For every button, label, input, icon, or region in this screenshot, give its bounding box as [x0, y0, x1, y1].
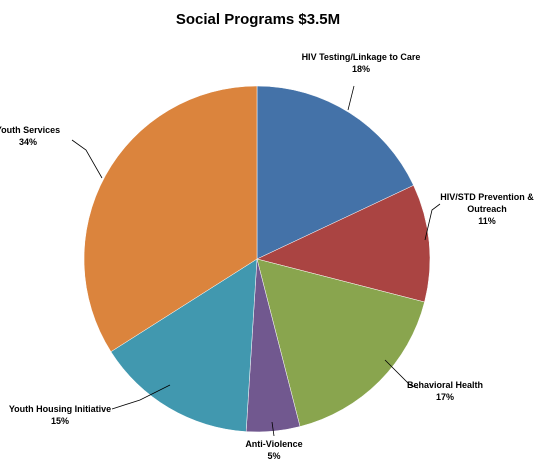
slice-label-hiv-testing-linkage-to-care: HIV Testing/Linkage to Care 18% [302, 52, 421, 74]
pie-slice-hiv-std-prevention-outreach [256, 185, 431, 303]
slice-percent: 34% [19, 137, 37, 147]
slice-label-behavioral-health: Behavioral Health 17% [407, 380, 483, 402]
leader-line-anti-violence [271, 421, 275, 437]
leader-line-youth-housing-initiative [111, 384, 171, 410]
slice-percent: 17% [436, 392, 454, 402]
slice-label-anti-violence: Anti-Violence 5% [245, 439, 302, 461]
slice-label-youth-housing-initiative: Youth Housing Initiative 15% [9, 404, 111, 426]
slice-labels: HIV Testing/Linkage to Care 18% HIV/STD Pr… [0, 52, 534, 461]
chart-title: Social Programs $3.5M [176, 11, 340, 28]
slice-label-youth-services: Youth Services 34% [0, 125, 60, 147]
slice-label-hiv-std-prevention-outreach: HIV/STD Prevention & Outreach 11% [440, 192, 534, 226]
pie-slice-behavioral-health [256, 258, 425, 427]
pie-slice-youth-services [83, 85, 258, 353]
slice-percent: 18% [352, 64, 370, 74]
leader-line-behavioral-health [384, 359, 419, 389]
leader-line-hiv-std-prevention-outreach [424, 203, 441, 241]
pie-slice-youth-housing-initiative [110, 258, 258, 432]
pie-slices [83, 85, 431, 433]
slice-percent: 15% [51, 416, 69, 426]
slice-percent: 5% [267, 451, 280, 461]
leader-lines [71, 85, 441, 437]
pie-slice-hiv-testing-linkage-to-care [256, 85, 414, 260]
leader-line-hiv-testing-linkage-to-care [347, 85, 355, 111]
leader-line-youth-services [71, 139, 103, 179]
slice-percent: 11% [478, 216, 496, 226]
